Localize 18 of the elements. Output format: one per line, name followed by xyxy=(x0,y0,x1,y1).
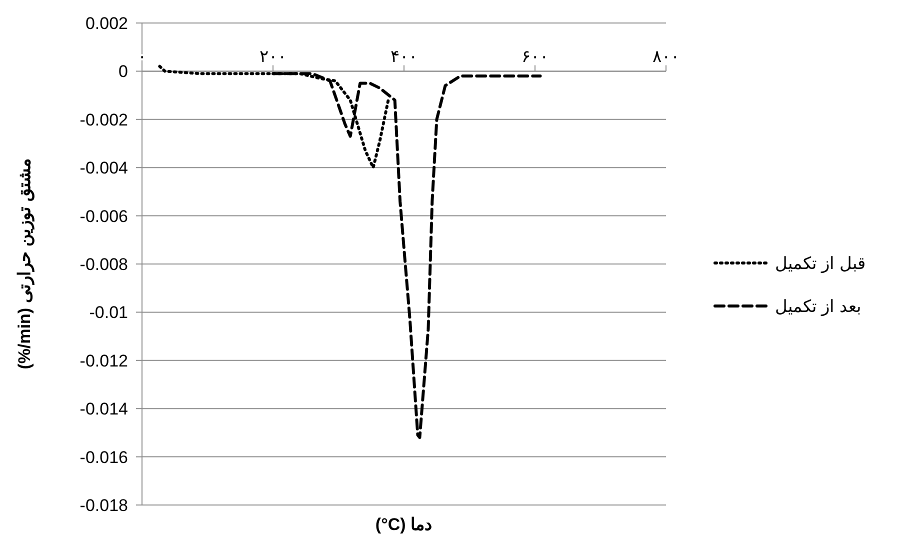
legend-label: قبل از تکمیل xyxy=(775,254,866,274)
y-tick-label: -0.014 xyxy=(80,400,128,419)
y-tick-label: -0.016 xyxy=(80,448,128,467)
x-tick-label: ۲۰۰ xyxy=(260,47,286,66)
y-tick-label: 0 xyxy=(118,62,128,82)
y-tick-label: -0.008 xyxy=(80,255,128,274)
x-tick-label: ۴۰۰ xyxy=(390,47,418,66)
y-tick-label: 0.002 xyxy=(85,14,128,33)
x-tick-label: ۶۰۰ xyxy=(522,47,548,66)
y-tick-label: -0.002 xyxy=(80,110,128,130)
y-tick-label: -0.01 xyxy=(89,303,128,322)
y-tick-label: -0.012 xyxy=(80,351,128,370)
x-tick-label: ۰ xyxy=(138,47,146,66)
y-tick-label: -0.018 xyxy=(80,496,128,515)
x-tick-label: ۸۰۰ xyxy=(652,47,680,66)
legend-label: بعد از تکمیل xyxy=(775,297,862,317)
y-tick-label: -0.006 xyxy=(80,206,128,226)
y-tick-label: -0.004 xyxy=(80,158,128,178)
